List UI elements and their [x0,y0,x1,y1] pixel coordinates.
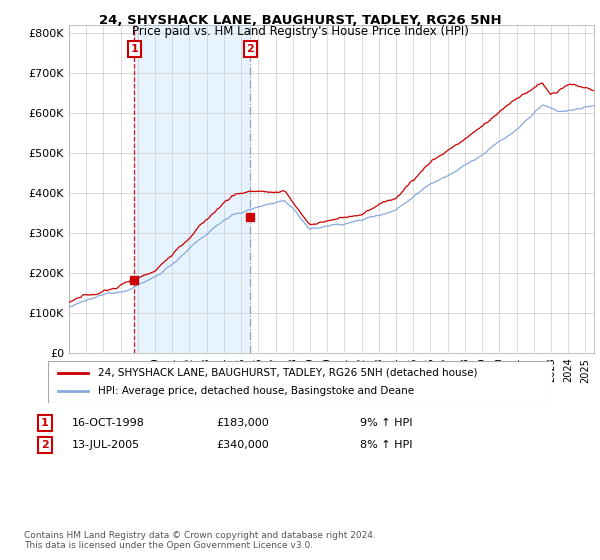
Text: 9% ↑ HPI: 9% ↑ HPI [360,418,413,428]
FancyBboxPatch shape [48,361,552,403]
Text: 1: 1 [41,418,49,428]
Bar [134,25,250,353]
Text: 24, SHYSHACK LANE, BAUGHURST, TADLEY, RG26 5NH (detached house): 24, SHYSHACK LANE, BAUGHURST, TADLEY, RG… [98,368,478,378]
Text: 13-JUL-2005: 13-JUL-2005 [72,440,140,450]
Text: 8% ↑ HPI: 8% ↑ HPI [360,440,413,450]
Text: £340,000: £340,000 [216,440,269,450]
Text: 16-OCT-1998: 16-OCT-1998 [72,418,145,428]
Text: 2: 2 [247,44,254,54]
Text: Contains HM Land Registry data © Crown copyright and database right 2024.
This d: Contains HM Land Registry data © Crown c… [24,530,376,550]
Text: 1: 1 [130,44,138,54]
Text: HPI: Average price, detached house, Basingstoke and Deane: HPI: Average price, detached house, Basi… [98,386,415,396]
Text: 2: 2 [41,440,49,450]
Text: £183,000: £183,000 [216,418,269,428]
Text: 24, SHYSHACK LANE, BAUGHURST, TADLEY, RG26 5NH: 24, SHYSHACK LANE, BAUGHURST, TADLEY, RG… [98,14,502,27]
Text: Price paid vs. HM Land Registry's House Price Index (HPI): Price paid vs. HM Land Registry's House … [131,25,469,38]
